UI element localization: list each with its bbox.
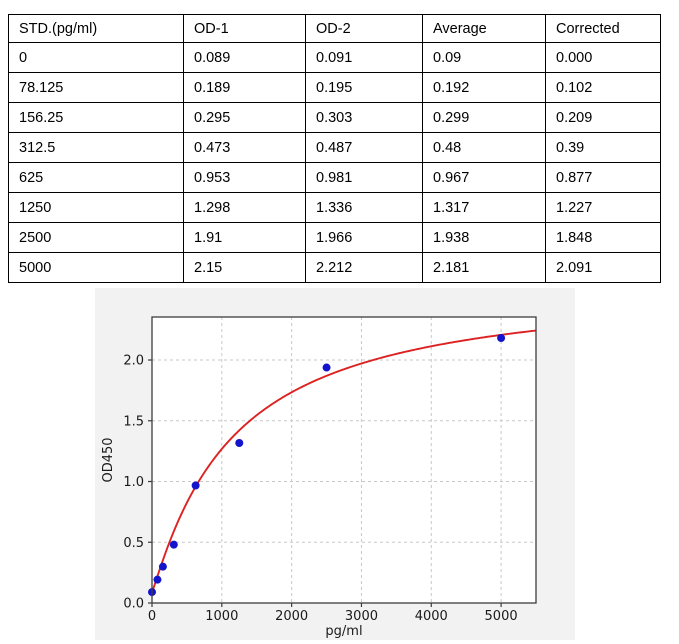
table-cell: 0.299 [422, 102, 546, 133]
table-cell: 1.336 [305, 192, 423, 223]
column-header: OD-1 [183, 14, 306, 43]
table-cell: 2.091 [545, 252, 661, 283]
data-point [322, 363, 331, 372]
table-cell: 1.317 [422, 192, 546, 223]
x-tick-label: 2000 [275, 609, 308, 624]
table-cell: 1250 [8, 192, 184, 223]
table-cell: 1.938 [422, 222, 546, 253]
fit-curve [151, 329, 537, 593]
table-header: STD.(pg/ml) OD-1 OD-2 Average Corrected [8, 14, 661, 43]
table-row: 0 0.089 0.091 0.09 0.000 [8, 42, 661, 73]
table-cell: 2.181 [422, 252, 546, 283]
data-point [153, 575, 162, 584]
y-tick-label: 1.5 [123, 414, 144, 429]
y-axis-label: OD450 [101, 437, 116, 482]
x-tick-label: 4000 [415, 609, 448, 624]
plot-border [151, 316, 537, 604]
table-cell: 0.189 [183, 72, 306, 103]
data-point [169, 540, 178, 549]
table-header-row: STD.(pg/ml) OD-1 OD-2 Average Corrected [8, 14, 661, 43]
data-point [235, 438, 244, 447]
table-cell: 625 [8, 162, 184, 193]
standards-table: STD.(pg/ml) OD-1 OD-2 Average Corrected 0 0.0… [8, 14, 661, 283]
table-cell: 5000 [8, 252, 184, 283]
table-cell: 78.125 [8, 72, 184, 103]
table-cell: 1.227 [545, 192, 661, 223]
table-cell: 0.473 [183, 132, 306, 163]
standard-curve-chart: 0 1000 2000 3000 4000 5000 0.0 0.5 1.0 1.5 2.0 pg/m… [101, 316, 537, 639]
y-tick-label: 1.0 [123, 475, 144, 490]
table-cell: 0.981 [305, 162, 423, 193]
table-cell: 0.102 [545, 72, 661, 103]
table-row: 1250 1.298 1.336 1.317 1.227 [8, 192, 661, 223]
table-cell: 0.487 [305, 132, 423, 163]
table-row: 312.5 0.473 0.487 0.48 0.39 [8, 132, 661, 163]
y-tick-label: 0.0 [123, 597, 144, 612]
table-cell: 0.953 [183, 162, 306, 193]
table-cell: 1.848 [545, 222, 661, 253]
table-cell: 1.91 [183, 222, 306, 253]
column-header: Corrected [545, 14, 661, 43]
table-cell: 156.25 [8, 102, 184, 133]
x-axis-label: pg/ml [325, 624, 362, 639]
table-row: 2500 1.91 1.966 1.938 1.848 [8, 222, 661, 253]
table-cell: 1.298 [183, 192, 306, 223]
table-cell: 0.000 [545, 42, 661, 73]
table-cell: 0 [8, 42, 184, 73]
table-body: 0 0.089 0.091 0.09 0.000 78.125 0.189 0.195 0.19… [8, 42, 661, 283]
table-cell: 1.966 [305, 222, 423, 253]
table-cell: 0.09 [422, 42, 546, 73]
table-cell: 0.967 [422, 162, 546, 193]
data-point [158, 562, 167, 571]
table-row: 78.125 0.189 0.195 0.192 0.102 [8, 72, 661, 103]
table-cell: 312.5 [8, 132, 184, 163]
standard-curve-figure: 0 1000 2000 3000 4000 5000 0.0 0.5 1.0 1.5 2.0 pg/m… [95, 288, 575, 640]
table-cell: 2.15 [183, 252, 306, 283]
table-row: 5000 2.15 2.212 2.181 2.091 [8, 252, 661, 283]
table-row: 625 0.953 0.981 0.967 0.877 [8, 162, 661, 193]
x-tick-label: 0 [148, 609, 156, 624]
table-row: 156.25 0.295 0.303 0.299 0.209 [8, 102, 661, 133]
table-cell: 0.303 [305, 102, 423, 133]
y-tick-label: 2.0 [123, 354, 144, 369]
table-cell: 2.212 [305, 252, 423, 283]
x-tick-label: 5000 [485, 609, 518, 624]
table-cell: 0.195 [305, 72, 423, 103]
x-tick-label: 3000 [345, 609, 378, 624]
table-cell: 0.39 [545, 132, 661, 163]
table-cell: 0.877 [545, 162, 661, 193]
table-cell: 0.48 [422, 132, 546, 163]
table-cell: 0.091 [305, 42, 423, 73]
table-cell: 2500 [8, 222, 184, 253]
data-point [191, 481, 200, 490]
x-tick-label: 1000 [205, 609, 238, 624]
table-cell: 0.192 [422, 72, 546, 103]
column-header: Average [422, 14, 546, 43]
table-cell: 0.295 [183, 102, 306, 133]
column-header: STD.(pg/ml) [8, 14, 184, 43]
column-header: OD-2 [305, 14, 423, 43]
y-tick-label: 0.5 [123, 536, 144, 551]
table-cell: 0.209 [545, 102, 661, 133]
plot-area [152, 317, 536, 603]
table-cell: 0.089 [183, 42, 306, 73]
data-point [497, 334, 506, 343]
